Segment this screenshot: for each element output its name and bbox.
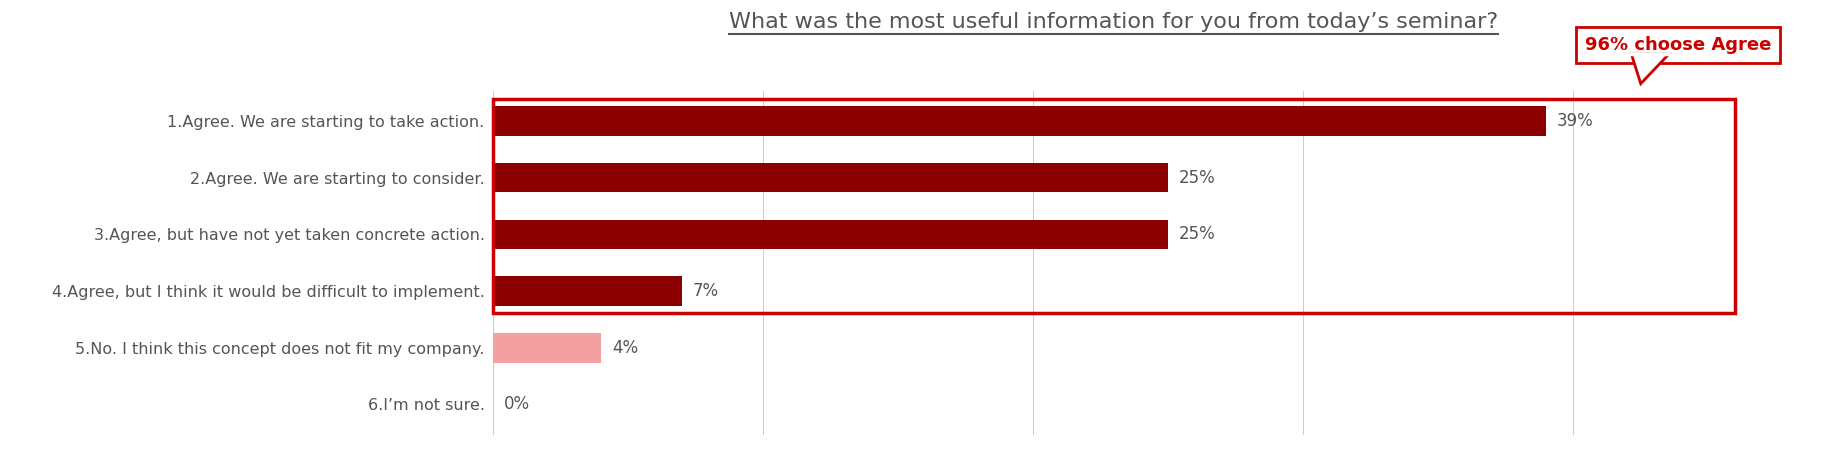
Bar <box>493 100 1735 313</box>
Bar <box>493 163 1169 193</box>
Text: What was the most useful information for you from today’s seminar?: What was the most useful information for… <box>729 12 1499 32</box>
Text: 0%: 0% <box>504 395 530 414</box>
Bar <box>493 220 1169 249</box>
Bar <box>493 106 1547 136</box>
Text: 25%: 25% <box>1178 169 1216 187</box>
Text: 39%: 39% <box>1556 112 1594 130</box>
Bar <box>493 333 601 362</box>
Bar <box>493 276 681 306</box>
Text: 96% choose Agree: 96% choose Agree <box>1585 36 1771 54</box>
Text: 4%: 4% <box>612 339 637 357</box>
Text: 25%: 25% <box>1178 226 1216 243</box>
Text: 7%: 7% <box>692 282 719 300</box>
